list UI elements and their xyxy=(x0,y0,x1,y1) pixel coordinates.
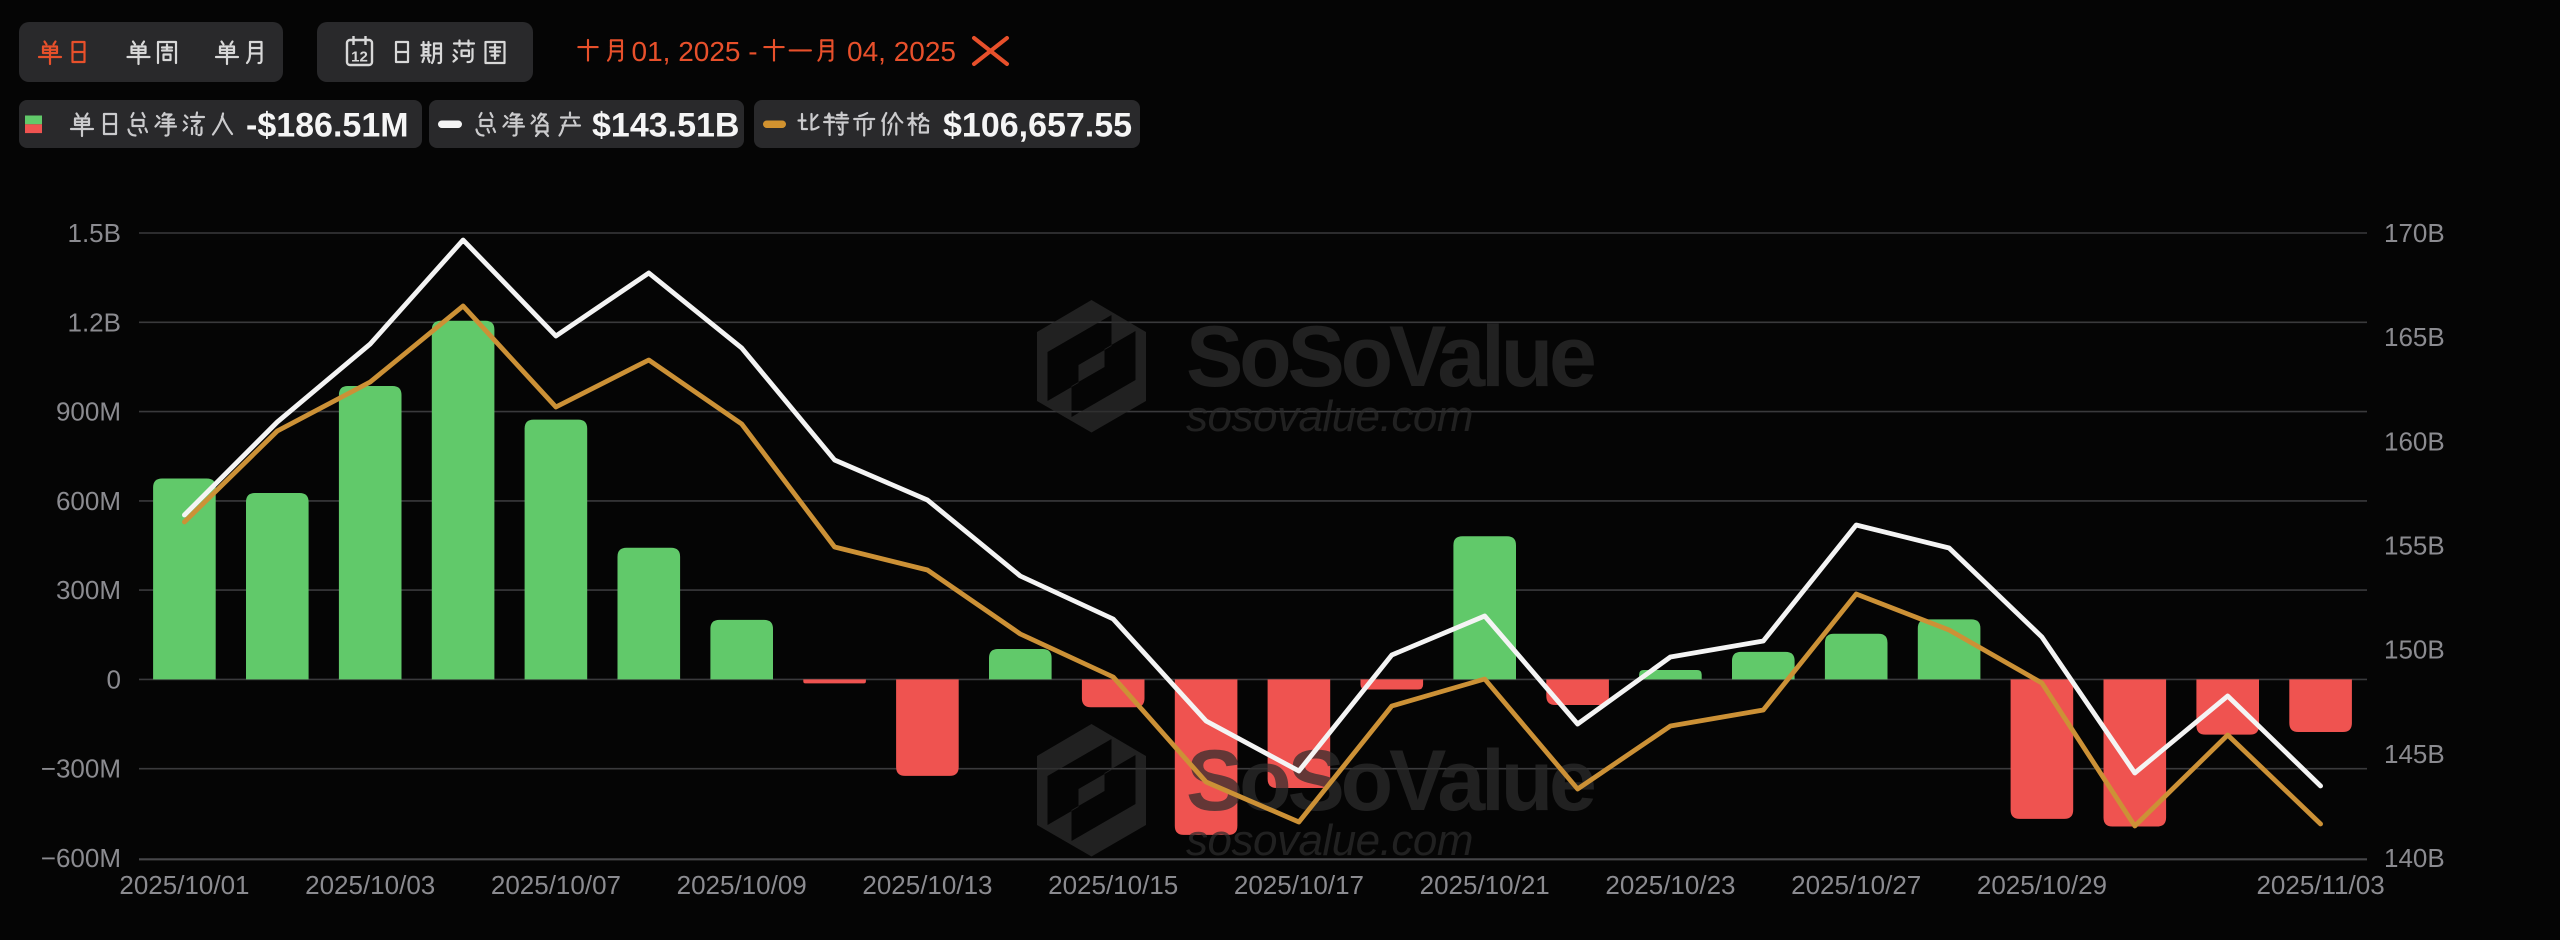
svg-text:2025/10/13: 2025/10/13 xyxy=(862,870,992,900)
svg-text:2025/10/01: 2025/10/01 xyxy=(119,870,249,900)
svg-text:160B: 160B xyxy=(2384,426,2445,456)
svg-text:2025/10/29: 2025/10/29 xyxy=(1977,870,2107,900)
svg-text:300M: 300M xyxy=(56,575,121,605)
svg-text:150B: 150B xyxy=(2384,635,2445,665)
svg-text:2025/10/23: 2025/10/23 xyxy=(1605,870,1735,900)
svg-text:155B: 155B xyxy=(2384,531,2445,561)
svg-text:$106,657.55: $106,657.55 xyxy=(943,107,1132,145)
svg-text:$143.51B: $143.51B xyxy=(592,107,739,145)
svg-text:2025/10/21: 2025/10/21 xyxy=(1420,870,1550,900)
svg-text:2025/10/09: 2025/10/09 xyxy=(677,870,807,900)
svg-text:165B: 165B xyxy=(2384,322,2445,352)
svg-text:2025/11/03: 2025/11/03 xyxy=(2256,870,2384,900)
svg-text:2025/10/17: 2025/10/17 xyxy=(1234,870,1364,900)
svg-text:0: 0 xyxy=(107,664,121,694)
svg-text:140B: 140B xyxy=(2384,843,2445,873)
svg-text:-$186.51M: -$186.51M xyxy=(246,107,409,145)
svg-text:01, 2025 -: 01, 2025 - xyxy=(632,36,758,67)
svg-text:−300M: −300M xyxy=(41,754,121,784)
svg-text:2025/10/27: 2025/10/27 xyxy=(1791,870,1921,900)
svg-text:1.2B: 1.2B xyxy=(68,307,122,337)
svg-text:SoSoValue: SoSoValue xyxy=(1186,309,1594,405)
svg-text:145B: 145B xyxy=(2384,739,2445,769)
svg-text:−600M: −600M xyxy=(41,843,121,873)
svg-text:2025/10/07: 2025/10/07 xyxy=(491,870,621,900)
svg-text:2025/10/03: 2025/10/03 xyxy=(305,870,435,900)
svg-text:SoSoValue: SoSoValue xyxy=(1186,733,1594,829)
svg-text:sosovalue.com: sosovalue.com xyxy=(1186,392,1473,441)
svg-text:600M: 600M xyxy=(56,486,121,516)
svg-text:2025/10/15: 2025/10/15 xyxy=(1048,870,1178,900)
svg-text:170B: 170B xyxy=(2384,218,2445,248)
svg-text:12: 12 xyxy=(351,49,368,66)
svg-text:900M: 900M xyxy=(56,397,121,427)
svg-text:1.5B: 1.5B xyxy=(68,218,122,248)
svg-text:sosovalue.com: sosovalue.com xyxy=(1186,816,1473,865)
svg-text:04, 2025: 04, 2025 xyxy=(847,36,956,67)
